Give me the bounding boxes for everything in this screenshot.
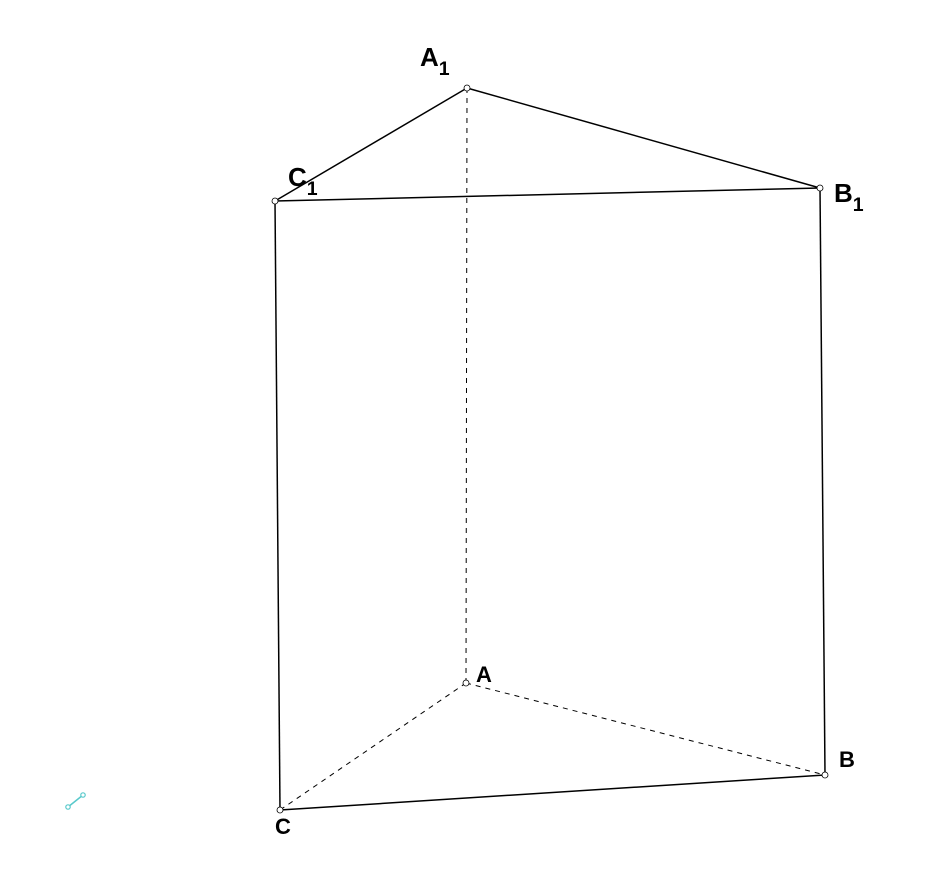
label-text: B: [834, 178, 853, 208]
edge-C1-B1: [275, 188, 820, 201]
label-A1: A1: [420, 42, 450, 78]
prism-diagram: [0, 0, 940, 888]
label-C1: C1: [288, 162, 318, 198]
edge-C-C1: [275, 201, 280, 810]
label-subscript: 1: [853, 194, 864, 216]
label-text: C: [275, 814, 291, 839]
edge-B1-A1: [467, 88, 820, 188]
vertex-A1: [464, 85, 470, 91]
label-B: B: [839, 747, 855, 773]
vertex-A: [463, 680, 469, 686]
segment-tool-endpoint: [81, 793, 85, 797]
vertex-B1: [817, 185, 823, 191]
label-subscript: 1: [439, 58, 450, 80]
hidden-edge-A-A1: [466, 88, 467, 683]
label-text: B: [839, 747, 855, 772]
vertex-C: [277, 807, 283, 813]
segment-tool-icon: [68, 795, 83, 807]
label-text: A: [476, 662, 492, 687]
label-A: A: [476, 662, 492, 688]
hidden-edge-A-C: [280, 683, 466, 810]
label-text: C: [288, 162, 307, 192]
edge-C-B: [280, 775, 825, 810]
label-subscript: 1: [307, 178, 318, 200]
vertex-C1: [272, 198, 278, 204]
vertex-B: [822, 772, 828, 778]
label-C: C: [275, 814, 291, 840]
edge-B-B1: [820, 188, 825, 775]
label-B1: B1: [834, 178, 864, 214]
label-text: A: [420, 42, 439, 72]
segment-tool-endpoint: [66, 805, 70, 809]
hidden-edge-A-B: [466, 683, 825, 775]
